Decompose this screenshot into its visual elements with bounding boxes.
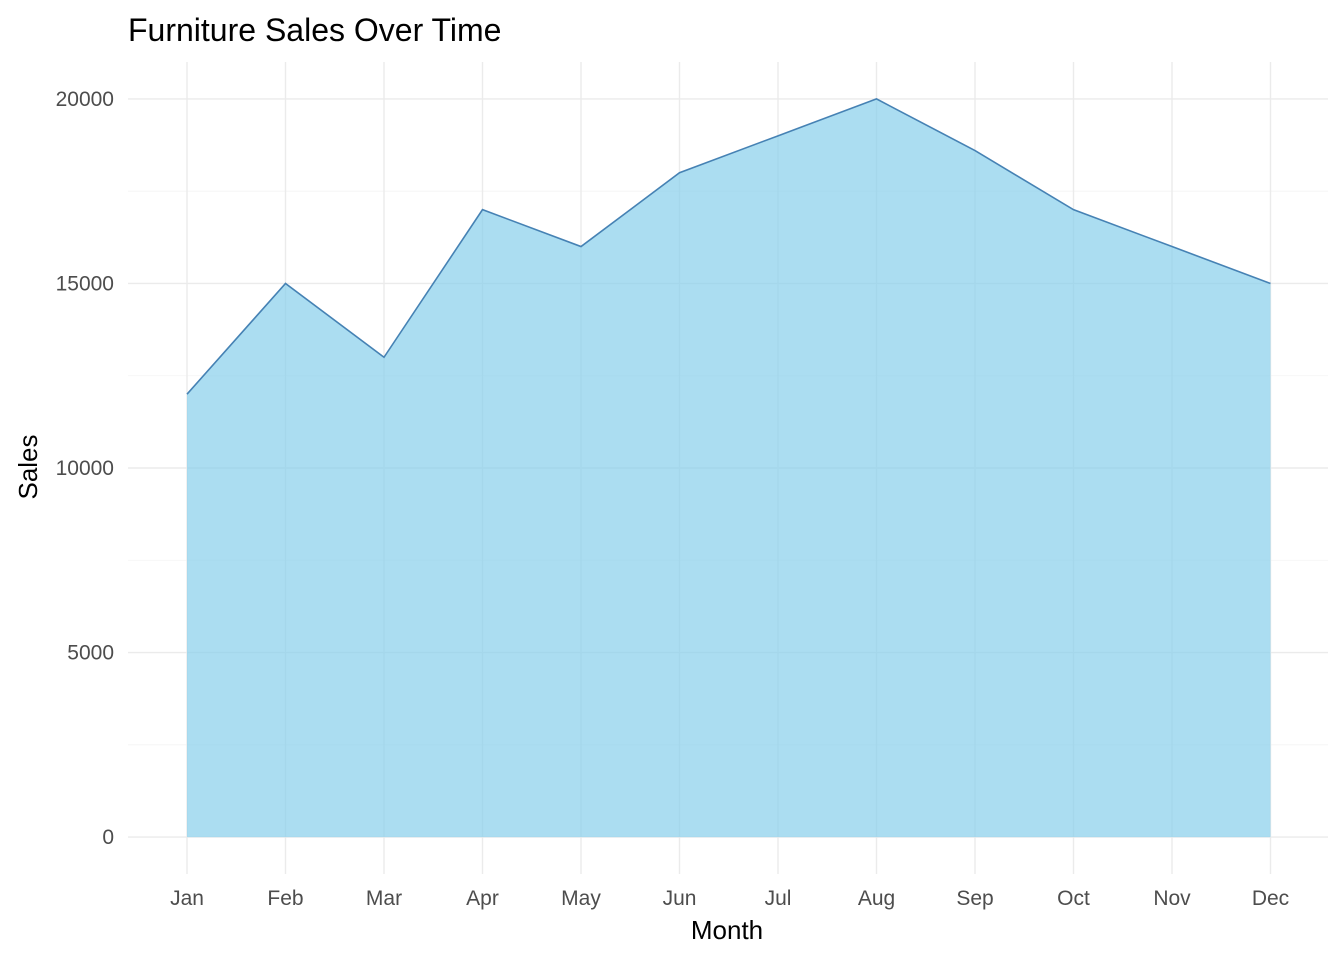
- x-tick-label: Oct: [1057, 887, 1090, 910]
- sales-line: [186, 98, 1271, 395]
- y-tick-label: 15000: [56, 272, 114, 295]
- x-tick-label: May: [561, 887, 601, 910]
- x-tick-label: Apr: [466, 887, 499, 910]
- chart-title: Furniture Sales Over Time: [128, 12, 501, 48]
- y-axis-title: Sales: [13, 434, 43, 499]
- x-axis-tick-labels: Jan Feb Mar Apr May Jun Jul Aug Sep Oct Nov Dec: [170, 887, 1289, 910]
- x-axis-title: Month: [691, 915, 763, 945]
- x-tick-label: Dec: [1252, 887, 1289, 910]
- x-tick-label: Sep: [956, 887, 993, 910]
- y-tick-label: 5000: [67, 642, 114, 665]
- x-tick-label: Mar: [366, 887, 402, 910]
- y-tick-label: 20000: [56, 88, 114, 111]
- x-tick-label: Jan: [170, 887, 204, 910]
- y-axis-tick-labels: 0 5000 10000 15000 20000: [56, 88, 114, 849]
- y-tick-label: 10000: [56, 457, 114, 480]
- x-tick-label: Nov: [1153, 887, 1191, 910]
- data-points: [186, 98, 1271, 395]
- x-tick-label: Jun: [663, 887, 697, 910]
- x-tick-label: Aug: [858, 887, 895, 910]
- x-tick-label: Feb: [267, 887, 303, 910]
- y-tick-label: 0: [102, 826, 114, 849]
- x-tick-label: Jul: [765, 887, 792, 910]
- sales-area-fill: [187, 98, 1271, 838]
